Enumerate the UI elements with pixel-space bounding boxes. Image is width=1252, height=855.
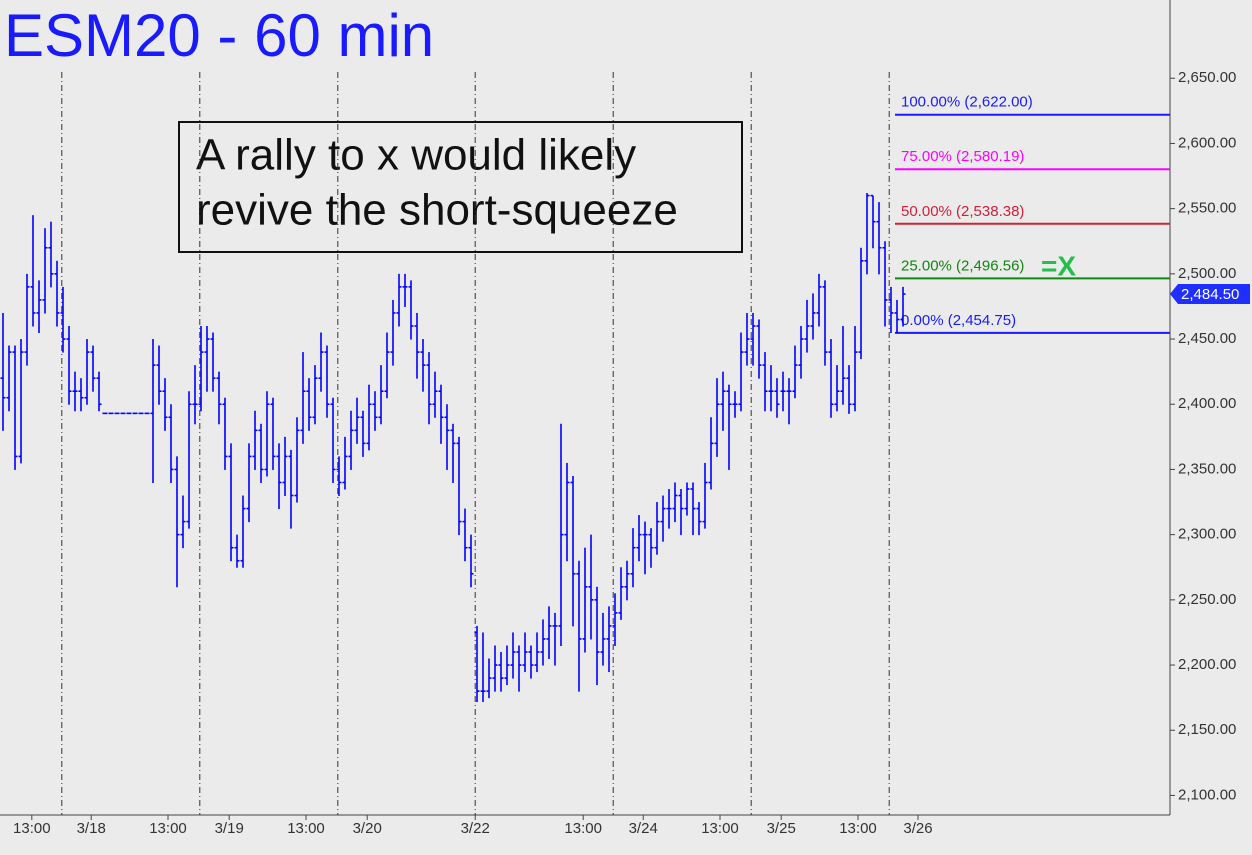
y-tick-label: 2,600.00 bbox=[1178, 134, 1236, 151]
x-tick-label: 13:00 bbox=[13, 820, 51, 837]
y-tick-label: 2,400.00 bbox=[1178, 395, 1236, 412]
price-tag bbox=[1170, 284, 1250, 305]
fib-label: 100.00% (2,622.00) bbox=[901, 94, 1033, 111]
y-tick-label: 2,200.00 bbox=[1178, 656, 1236, 673]
annotation-text: revive the short-squeeze bbox=[196, 186, 678, 235]
x-tick-label: 3/26 bbox=[903, 820, 932, 837]
x-tick-label: 3/25 bbox=[767, 820, 796, 837]
annotation-text: A rally to x would likely bbox=[196, 131, 636, 180]
x-tick-label: 3/24 bbox=[629, 820, 658, 837]
chart-title: ESM20 - 60 min bbox=[4, 2, 434, 69]
y-tick-label: 2,550.00 bbox=[1178, 200, 1236, 217]
x-tick-label: 13:00 bbox=[839, 820, 877, 837]
fib-label: 75.00% (2,580.19) bbox=[901, 148, 1024, 165]
x-tick-label: 13:00 bbox=[287, 820, 325, 837]
y-tick-label: 2,250.00 bbox=[1178, 591, 1236, 608]
y-tick-label: 2,650.00 bbox=[1178, 69, 1236, 86]
x-tick-label: 3/19 bbox=[215, 820, 244, 837]
x-tick-label: 13:00 bbox=[701, 820, 739, 837]
y-tick-label: 2,100.00 bbox=[1178, 786, 1236, 803]
annotation-box bbox=[178, 121, 743, 253]
target-marker: =X bbox=[1041, 251, 1076, 282]
x-tick-label: 13:00 bbox=[149, 820, 187, 837]
y-tick-label: 2,350.00 bbox=[1178, 460, 1236, 477]
y-tick-label: 2,450.00 bbox=[1178, 330, 1236, 347]
y-tick-label: 2,150.00 bbox=[1178, 721, 1236, 738]
fib-label: 50.00% (2,538.38) bbox=[901, 203, 1024, 220]
x-tick-label: 3/22 bbox=[461, 820, 490, 837]
x-tick-label: 3/20 bbox=[353, 820, 382, 837]
price-tag-label: 2,484.50 bbox=[1181, 286, 1239, 303]
y-tick-label: 2,300.00 bbox=[1178, 526, 1236, 543]
x-tick-label: 3/18 bbox=[77, 820, 106, 837]
fib-label: 0.00% (2,454.75) bbox=[901, 312, 1016, 329]
x-tick-label: 13:00 bbox=[564, 820, 602, 837]
y-tick-label: 2,500.00 bbox=[1178, 265, 1236, 282]
fib-label: 25.00% (2,496.56) bbox=[901, 257, 1024, 274]
